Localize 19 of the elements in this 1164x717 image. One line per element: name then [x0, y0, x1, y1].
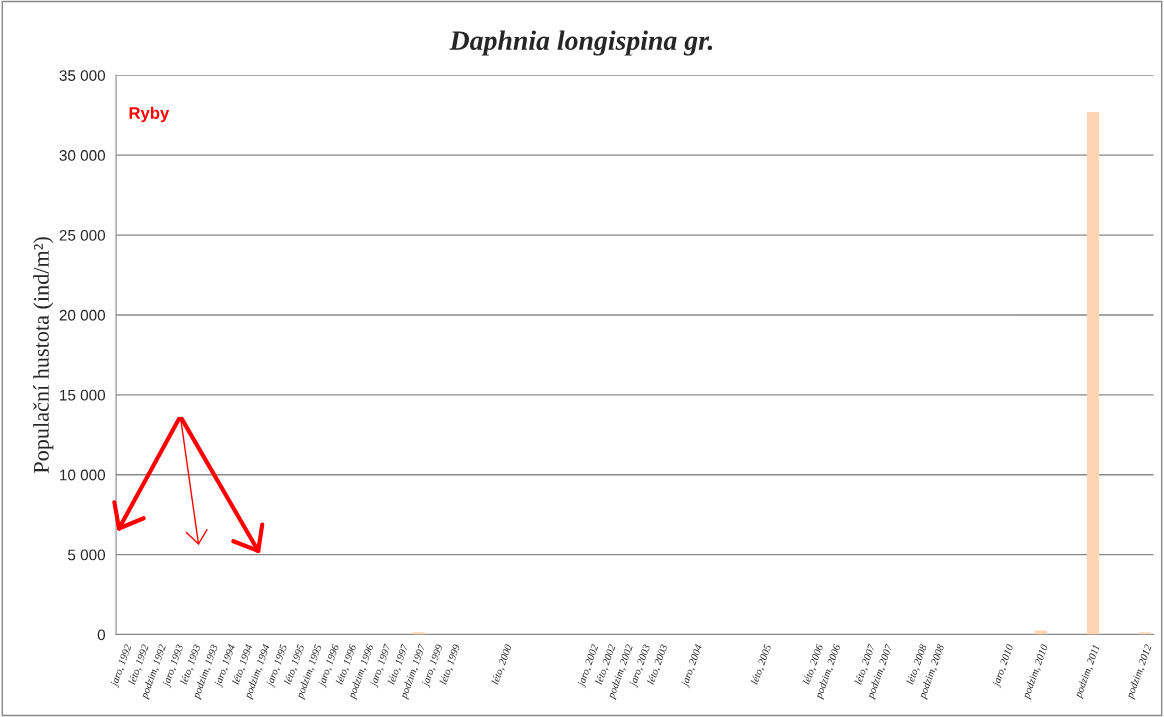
- y-tick-label: 25 000: [59, 229, 106, 241]
- y-axis-title: Populační hustota (ind/m²): [33, 237, 54, 474]
- x-tick-label: podzim, 2010: [1021, 643, 1050, 701]
- y-tick-label: 10 000: [60, 469, 106, 481]
- y-tick-label: 0: [97, 629, 106, 641]
- x-tick-label: podzim, 2011: [1073, 644, 1102, 700]
- x-tick-label: jaro, 2010: [991, 643, 1016, 689]
- y-tick-label: 35 000: [59, 70, 106, 81]
- chart-title: Daphnia longispina gr.: [449, 30, 713, 56]
- x-tick-label: jaro, 2004: [680, 643, 705, 689]
- x-tick-label: léto, 2000: [491, 643, 514, 686]
- y-tick-label: 20 000: [59, 309, 106, 321]
- y-tick-label: 30 000: [59, 150, 106, 161]
- annotation: Ryby: [129, 106, 170, 123]
- y-tick-label: 15 000: [60, 389, 106, 401]
- x-tick-label: podzim, 2012: [1125, 643, 1154, 701]
- x-tick-label: léto, 2005: [750, 643, 773, 686]
- y-tick-label: 5 000: [68, 549, 106, 561]
- bar: [1086, 112, 1100, 635]
